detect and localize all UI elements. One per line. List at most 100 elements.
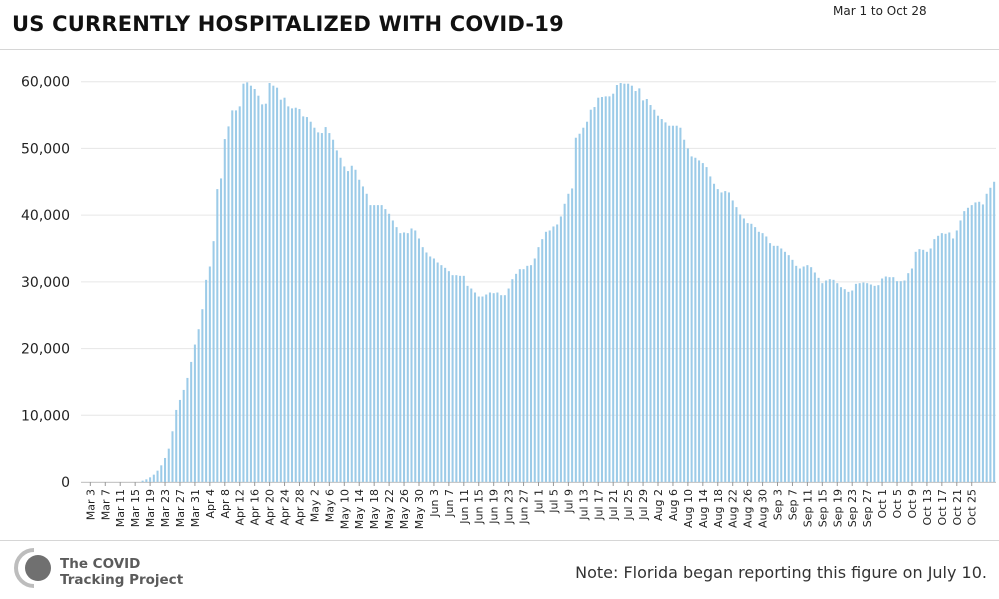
hospitalization-bar-chart: 0 10,000 20,000 30,000 40,000 50,000 60,000 Ma… bbox=[21, 75, 996, 529]
bar-day-185 bbox=[769, 243, 772, 482]
bar-day-111 bbox=[492, 293, 495, 482]
y-tick-label: 10,000 bbox=[21, 408, 70, 424]
bar-day-189 bbox=[783, 251, 787, 482]
bar-day-47 bbox=[253, 89, 256, 482]
x-tick-label: Mar 31 bbox=[189, 489, 202, 527]
bar-day-89 bbox=[410, 228, 413, 482]
bar-day-80 bbox=[376, 205, 379, 482]
bar-day-39 bbox=[223, 139, 226, 482]
bar-day-238 bbox=[966, 207, 970, 483]
bar-day-228 bbox=[929, 248, 932, 482]
bar-day-226 bbox=[922, 249, 925, 482]
bar-day-103 bbox=[462, 275, 465, 482]
bar-day-171 bbox=[716, 189, 719, 482]
bar-day-215 bbox=[881, 278, 884, 482]
bar-day-192 bbox=[795, 265, 798, 482]
logo-line-1: The COVID bbox=[60, 556, 141, 572]
bar-day-95 bbox=[432, 258, 435, 482]
bar-day-186 bbox=[772, 245, 775, 482]
bar-day-240 bbox=[974, 202, 977, 482]
bar-day-227 bbox=[925, 251, 928, 482]
bar-day-148 bbox=[630, 85, 633, 482]
x-tick-label: Jul 5 bbox=[547, 489, 560, 514]
bar-day-63 bbox=[313, 127, 316, 482]
bar-day-61 bbox=[305, 117, 308, 483]
bar-day-153 bbox=[649, 105, 652, 482]
x-tick-label: May 6 bbox=[323, 489, 336, 522]
bar-day-127 bbox=[552, 226, 555, 482]
bar-day-38 bbox=[220, 178, 223, 482]
bar-day-37 bbox=[216, 189, 219, 482]
bar-day-122 bbox=[533, 258, 536, 482]
bar-day-27 bbox=[178, 399, 181, 482]
bar-day-210 bbox=[862, 282, 865, 482]
y-tick-label: 20,000 bbox=[21, 342, 70, 358]
bar-day-221 bbox=[903, 280, 906, 482]
bar-day-158 bbox=[668, 125, 671, 482]
bar-day-237 bbox=[963, 211, 966, 482]
x-tick-label: Aug 2 bbox=[652, 489, 665, 521]
bar-day-187 bbox=[776, 245, 779, 482]
y-tick-label: 30,000 bbox=[21, 275, 70, 291]
bar-day-33 bbox=[201, 309, 204, 482]
x-tick-label: Jun 3 bbox=[428, 489, 441, 518]
bar-day-222 bbox=[907, 273, 910, 482]
bar-day-126 bbox=[548, 230, 551, 482]
bar-day-235 bbox=[955, 230, 958, 482]
bar-day-234 bbox=[952, 238, 955, 482]
bar-day-17 bbox=[141, 480, 144, 482]
bar-day-55 bbox=[283, 97, 286, 482]
x-tick-label: May 26 bbox=[398, 489, 411, 529]
bar-day-106 bbox=[473, 292, 477, 482]
bar-day-101 bbox=[455, 275, 458, 482]
bar-day-133 bbox=[574, 137, 577, 482]
bar-day-188 bbox=[780, 248, 783, 482]
x-tick-label: Mar 27 bbox=[174, 489, 187, 527]
bar-day-96 bbox=[436, 262, 439, 482]
y-axis: 0 10,000 20,000 30,000 40,000 50,000 60,000 bbox=[21, 75, 70, 491]
bar-day-205 bbox=[843, 289, 846, 482]
x-tick-label: Sep 7 bbox=[786, 489, 799, 520]
bar-day-206 bbox=[847, 291, 850, 482]
florida-note: Note: Florida began reporting this figur… bbox=[575, 563, 987, 582]
bar-day-166 bbox=[698, 160, 701, 483]
bar-day-28 bbox=[182, 389, 185, 482]
bar-day-60 bbox=[302, 116, 305, 482]
x-tick-label: May 14 bbox=[353, 489, 366, 529]
bar-day-52 bbox=[272, 85, 275, 482]
bar-day-216 bbox=[884, 276, 887, 482]
bar-day-214 bbox=[877, 285, 880, 482]
bar-day-118 bbox=[518, 269, 521, 482]
bar-day-66 bbox=[324, 127, 327, 482]
bar-day-157 bbox=[664, 122, 667, 482]
x-tick-label: Jul 9 bbox=[562, 489, 575, 514]
bar-day-87 bbox=[403, 232, 406, 482]
bar-day-224 bbox=[914, 251, 917, 482]
bar-day-190 bbox=[787, 255, 790, 482]
bar-day-91 bbox=[417, 238, 421, 482]
x-tick-label: Sep 23 bbox=[846, 489, 859, 527]
x-tick-label: Apr 20 bbox=[264, 489, 277, 526]
x-tick-label: Jul 17 bbox=[592, 489, 605, 521]
bar-day-213 bbox=[873, 285, 876, 482]
bar-day-184 bbox=[765, 236, 768, 482]
bar-day-19 bbox=[149, 477, 152, 482]
bar-day-245 bbox=[993, 181, 996, 482]
bar-day-142 bbox=[608, 96, 611, 482]
x-tick-label: Aug 26 bbox=[742, 489, 755, 528]
bar-day-181 bbox=[754, 227, 757, 482]
bar-day-169 bbox=[709, 176, 712, 482]
bar-day-75 bbox=[358, 179, 361, 482]
bar-day-182 bbox=[757, 231, 760, 482]
bar-day-203 bbox=[836, 283, 839, 482]
bar-day-49 bbox=[261, 104, 264, 482]
x-tick-label: Jun 7 bbox=[443, 489, 456, 518]
bar-day-204 bbox=[839, 287, 843, 482]
bar-day-67 bbox=[328, 133, 331, 482]
bar-day-35 bbox=[208, 266, 211, 482]
x-tick-label: Apr 4 bbox=[204, 489, 217, 519]
x-axis: Mar 3 Mar 7 Mar 11 Mar 15 Mar 19 Mar 23 Mar 27… bbox=[84, 482, 979, 529]
bar-day-73 bbox=[350, 165, 353, 482]
bar-day-180 bbox=[750, 223, 753, 483]
x-tick-label: Jul 29 bbox=[637, 489, 650, 521]
